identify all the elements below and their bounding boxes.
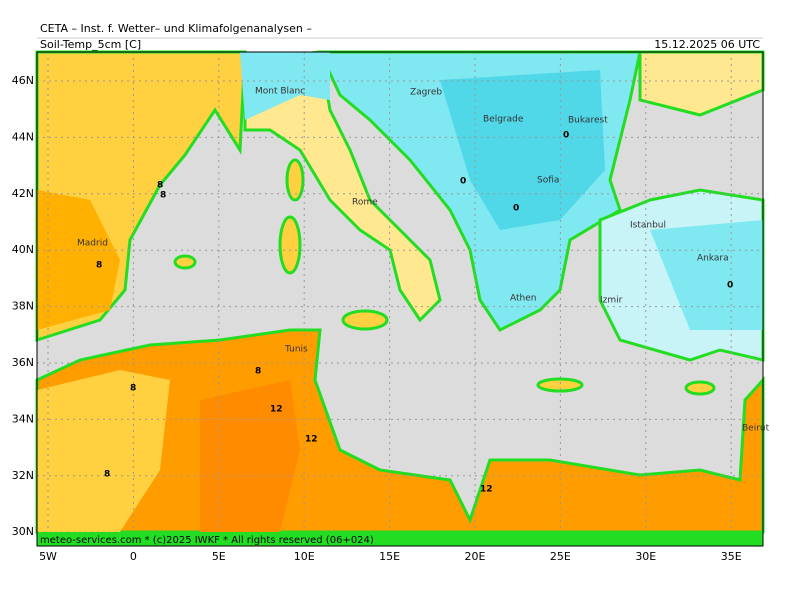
- title: CETA – Inst. f. Wetter– und Klimafolgena…: [40, 22, 312, 35]
- city-label: Rome: [352, 198, 378, 208]
- lat-label: 32N: [12, 469, 34, 482]
- lon-label: 0: [130, 550, 137, 563]
- lon-label: 20E: [465, 550, 486, 563]
- city-label: Sofia: [537, 176, 559, 186]
- city-label: Athen: [510, 294, 536, 304]
- city-label: Tunis: [284, 345, 308, 355]
- city-label: Ankara: [697, 254, 729, 264]
- africa-mild: [37, 370, 170, 532]
- footer-bar: [37, 532, 763, 546]
- lat-label: 36N: [12, 356, 34, 369]
- alps-cold: [240, 52, 330, 120]
- corsica: [285, 158, 305, 202]
- contour-label: 12: [305, 435, 318, 445]
- lat-label: 34N: [12, 412, 34, 425]
- mallorca: [173, 254, 197, 270]
- contour-label: 12: [270, 405, 283, 415]
- city-label: Zagreb: [410, 88, 442, 98]
- italy: [243, 50, 442, 323]
- lat-label: 46N: [12, 74, 34, 87]
- cyprus: [684, 380, 716, 396]
- city-label: Madrid: [77, 239, 108, 249]
- contour-label: 8: [255, 367, 261, 377]
- contour-label: 8: [157, 181, 163, 191]
- lon-label: 35E: [721, 550, 742, 563]
- contour-label: 12: [480, 485, 493, 495]
- parameter: Soil-Temp_5cm [C]: [40, 38, 141, 51]
- footer: meteo-services.com * (c)2025 IWKF * All …: [40, 535, 374, 546]
- contour-label: 0: [563, 131, 569, 141]
- lat-label: 42N: [12, 187, 34, 200]
- frame: [36, 51, 764, 547]
- contour-label: 8: [130, 384, 136, 394]
- city-label: Belgrade: [483, 115, 524, 125]
- lon-label: 30E: [635, 550, 656, 563]
- contour-label: 8: [96, 261, 102, 271]
- lon-label: 10E: [294, 550, 315, 563]
- sardinia: [278, 215, 302, 275]
- lon-label: 5W: [39, 550, 57, 563]
- contour-label: 0: [513, 204, 519, 214]
- lat-label: 44N: [12, 130, 34, 143]
- sicily: [341, 309, 389, 331]
- contour-label: 0: [460, 177, 466, 187]
- anatolia-cold: [650, 220, 763, 330]
- city-label: Beirut: [742, 424, 770, 434]
- balkans-cold: [440, 70, 605, 230]
- lon-label: 25E: [550, 550, 571, 563]
- city-label: Istanbul: [630, 221, 666, 231]
- iberia-warm: [37, 190, 120, 330]
- city-label: Izmir: [600, 296, 623, 306]
- city-label: Mont Blanc: [255, 87, 305, 97]
- crete: [536, 377, 584, 393]
- contour-label: 8: [160, 191, 166, 201]
- lat-label: 38N: [12, 300, 34, 313]
- valid-time: 15.12.2025 06 UTC: [654, 38, 760, 51]
- city-label: Bukarest: [568, 116, 608, 126]
- lat-label: 40N: [12, 243, 34, 256]
- contour-label: 0: [727, 281, 733, 291]
- africa-warm: [200, 380, 300, 532]
- lon-label: 15E: [379, 550, 400, 563]
- lon-label: 5E: [212, 550, 226, 563]
- contour-label: 8: [104, 470, 110, 480]
- lat-label: 30N: [12, 525, 34, 538]
